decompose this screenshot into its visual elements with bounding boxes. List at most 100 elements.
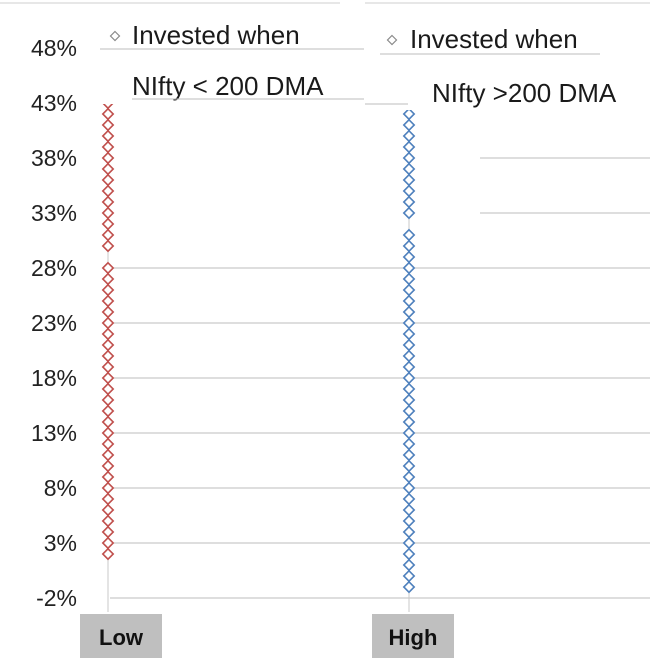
category-label-box <box>80 614 162 658</box>
legend-marker <box>386 34 398 46</box>
data-point <box>402 316 416 330</box>
data-point <box>101 184 115 198</box>
y-tick-label: -2% <box>36 585 77 611</box>
data-point <box>101 437 115 451</box>
data-point <box>101 459 115 473</box>
y-tick-label: 8% <box>44 475 77 501</box>
y-tick-label: 48% <box>31 35 77 61</box>
data-point <box>101 228 115 242</box>
data-point <box>402 140 416 154</box>
data-point <box>402 129 416 143</box>
data-point <box>101 294 115 308</box>
category-label-box <box>372 614 454 658</box>
data-point <box>101 217 115 231</box>
data-point <box>101 514 115 528</box>
data-point <box>101 393 115 407</box>
data-point <box>402 239 416 253</box>
data-point <box>101 272 115 286</box>
data-point <box>101 162 115 176</box>
data-point <box>101 349 115 363</box>
data-point <box>101 206 115 220</box>
y-tick-label: 28% <box>31 255 77 281</box>
data-points <box>101 74 416 594</box>
data-point <box>101 448 115 462</box>
data-point <box>101 129 115 143</box>
legend-label: Invested when <box>132 20 300 50</box>
data-point <box>101 481 115 495</box>
legend-box <box>370 18 650 110</box>
data-point <box>402 415 416 429</box>
y-tick-label: 23% <box>31 310 77 336</box>
data-point <box>101 371 115 385</box>
data-point <box>402 195 416 209</box>
data-point <box>101 338 115 352</box>
y-tick-label: 33% <box>31 200 77 226</box>
data-point <box>402 206 416 220</box>
data-point <box>402 481 416 495</box>
data-point <box>402 547 416 561</box>
data-point <box>402 283 416 297</box>
data-point <box>101 547 115 561</box>
data-point <box>402 536 416 550</box>
data-point <box>101 195 115 209</box>
data-point <box>402 162 416 176</box>
data-point <box>402 371 416 385</box>
data-point <box>101 492 115 506</box>
legend-label: NIfty >200 DMA <box>432 78 617 108</box>
data-point <box>402 305 416 319</box>
data-point <box>402 382 416 396</box>
data-point <box>402 151 416 165</box>
data-point <box>402 349 416 363</box>
data-point <box>402 404 416 418</box>
data-point <box>402 118 416 132</box>
data-point <box>101 118 115 132</box>
legend: Invested when NIfty < 200 DMA Invested whe… <box>96 14 650 110</box>
y-tick-label: 3% <box>44 530 77 556</box>
data-point <box>402 393 416 407</box>
data-point <box>101 525 115 539</box>
data-point <box>101 316 115 330</box>
data-point <box>402 437 416 451</box>
data-point <box>101 503 115 517</box>
data-point <box>101 327 115 341</box>
data-point <box>101 415 115 429</box>
data-point <box>402 514 416 528</box>
data-point <box>101 107 115 121</box>
category-label: High <box>389 625 438 650</box>
y-tick-label: 43% <box>31 90 77 116</box>
data-point <box>402 470 416 484</box>
data-point <box>402 173 416 187</box>
data-point <box>402 107 416 121</box>
data-point <box>402 261 416 275</box>
data-point <box>402 294 416 308</box>
data-point <box>402 525 416 539</box>
data-point <box>402 459 416 473</box>
data-point <box>101 382 115 396</box>
data-point <box>402 228 416 242</box>
category-label: Low <box>99 625 144 650</box>
data-point <box>402 569 416 583</box>
data-point <box>101 140 115 154</box>
data-point <box>101 173 115 187</box>
data-point <box>101 536 115 550</box>
legend-marker <box>109 30 121 42</box>
data-point <box>101 261 115 275</box>
legend-label: NIfty < 200 DMA <box>132 71 324 101</box>
legend-label: Invested when <box>410 24 578 54</box>
data-point <box>101 470 115 484</box>
data-point <box>402 492 416 506</box>
data-point <box>402 448 416 462</box>
y-axis: -2% 3% 8% 13% 18% 23% 28% 33% 38% 43% 48% <box>31 35 77 611</box>
data-point <box>101 305 115 319</box>
data-point <box>101 283 115 297</box>
data-point <box>101 360 115 374</box>
y-tick-label: 18% <box>31 365 77 391</box>
data-point <box>402 338 416 352</box>
data-point <box>402 580 416 594</box>
data-point <box>101 151 115 165</box>
data-point <box>402 503 416 517</box>
data-point <box>101 239 115 253</box>
data-point <box>402 272 416 286</box>
data-point <box>402 426 416 440</box>
